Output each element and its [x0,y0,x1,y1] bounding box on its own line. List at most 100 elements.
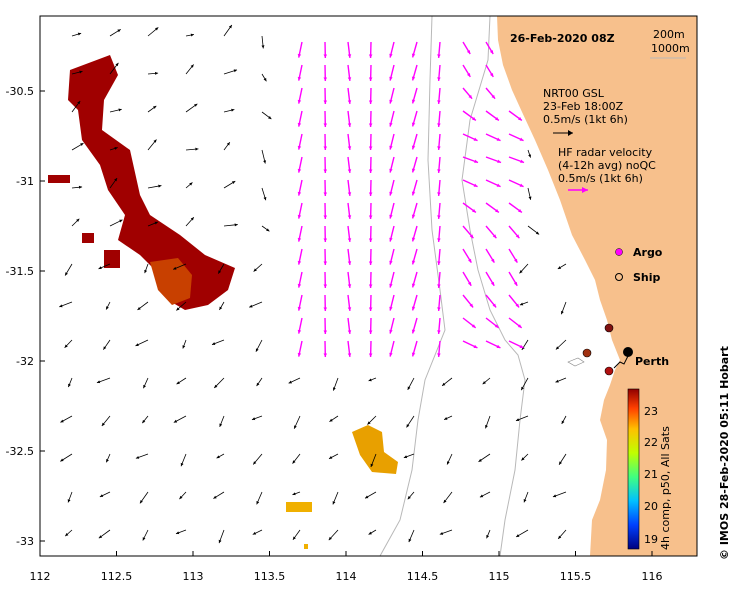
radar-vector-head [323,77,328,81]
model-vector-head [268,116,272,120]
radar-vector-head [323,215,328,219]
radar-vector-head [467,281,472,286]
model-vector-head [218,539,222,544]
radar-vector-head [368,330,373,334]
lon-tick-label: 115.5 [560,570,592,583]
radar-vector-head [297,352,302,357]
radar-vector-head [437,261,441,265]
model-vector-head [252,531,257,535]
model-vector-head [535,231,540,235]
radar-vector-head [368,238,373,242]
radar-vector-head [495,208,499,213]
model-vector-head [103,346,107,350]
model-vector-head [444,416,448,420]
radar-vector-head [368,261,373,265]
radar-vector-head [297,237,302,242]
model-vector-head [486,534,490,539]
radar-vector-head [496,344,501,348]
perth-marker [623,347,633,357]
model-vector-head [96,380,101,384]
model-vector-head [403,455,408,459]
radar-vector-head [411,99,416,104]
radar-vector-head [347,261,352,265]
model-vector-head [552,494,557,498]
model-vector-head [515,418,520,422]
model-vector-head [292,460,296,464]
model-vector-head [176,307,180,311]
radar-vector-head [323,169,328,173]
model-current-vectors [59,24,567,544]
radar-vector-head [517,324,522,328]
radar-vector-head [437,146,441,150]
radar-vector-head [518,208,522,213]
model-vector-head [195,147,199,151]
radar-vector-head [496,137,501,141]
model-vector-head [158,184,162,188]
model-vector-head [60,458,64,462]
radar-vector-head [468,94,473,99]
radar-vector-head [472,208,476,213]
radar-vector-head [473,183,478,187]
radar-vector-head [494,324,499,328]
radar-vector-head [323,123,328,127]
radar-vector-head [347,54,352,58]
radar-vector-head [297,168,302,173]
radar-vector-head [389,352,393,357]
model-vector-head [263,160,267,164]
radar-vector-head [347,123,352,127]
argo-marker [582,348,592,358]
isobath-200m [461,16,526,556]
radar-vector-head [368,54,373,58]
model-vector-head [555,379,559,383]
radar-vector-head [437,192,441,196]
radar-vector-head [491,94,496,99]
model-vector-head [117,29,121,33]
radar-vector-head [297,99,302,104]
radar-vector-head [297,260,302,265]
radar-vector-head [497,159,502,163]
rottnest-island [567,357,585,367]
radar-vector-head [347,77,352,81]
radar-vector-head [437,330,441,334]
model-legend-line-1: NRT00 GSL [543,87,605,100]
lon-tick-label: 114 [336,570,357,583]
radar-vector-head [368,146,373,150]
radar-vector-head [411,283,416,288]
model-vector-head [231,108,235,112]
radar-vector-head [469,234,474,239]
radar-vector-head [323,238,328,242]
radar-vector-head [411,260,416,265]
colorbar-tick-label: 21 [644,468,658,481]
model-vector-head [523,499,527,503]
model-vector-head [59,304,63,308]
model-vector-head [106,458,109,463]
model-vector-head [194,103,198,107]
radar-vector-head [437,284,441,288]
model-vector-head [519,270,523,274]
model-vector-head [256,501,260,505]
model-vector-head [79,70,83,74]
radar-vector-head [347,307,352,311]
radar-vector-head [492,303,497,308]
model-vector-head [182,345,186,349]
perth-river [613,355,629,369]
model-vector-head [228,25,232,29]
sst-patches [48,55,398,549]
plot-frame [39,15,698,557]
lon-tick-label: 113 [183,570,204,583]
colorbar-tick-label: 23 [644,405,658,418]
model-vector-head [119,219,123,223]
radar-vector-head [368,284,373,288]
radar-vector-head [323,54,328,58]
model-vector-head [98,535,103,539]
model-vector-head [557,266,562,269]
model-vector-head [144,269,148,274]
model-vector-head [329,418,333,422]
radar-vector-head [368,215,373,219]
model-vector-head [266,228,270,232]
radar-legend-line-3: 0.5m/s (1kt 6h) [558,172,643,185]
radar-vector-head [520,159,525,163]
model-vector-head [76,218,80,222]
radar-vector-head [466,73,471,77]
model-vector-head [521,457,525,461]
